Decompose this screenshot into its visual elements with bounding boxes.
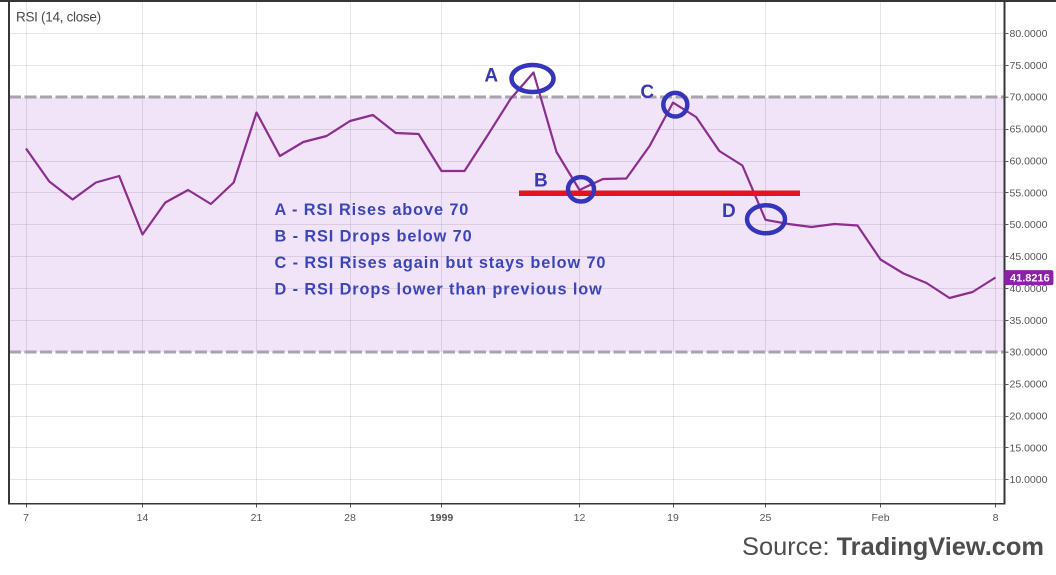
svg-text:40.0000: 40.0000 (1010, 283, 1048, 295)
svg-text:28: 28 (344, 512, 356, 524)
svg-text:70.0000: 70.0000 (1010, 92, 1048, 104)
svg-text:30.0000: 30.0000 (1010, 347, 1048, 359)
svg-text:12: 12 (574, 512, 586, 524)
svg-text:C - RSI Rises again but stays: C - RSI Rises again but stays below 70 (275, 254, 607, 272)
svg-text:14: 14 (137, 512, 149, 524)
svg-text:45.0000: 45.0000 (1010, 251, 1048, 263)
svg-text:B - RSI Drops below 70: B - RSI Drops below 70 (275, 228, 473, 246)
svg-text:8: 8 (993, 512, 999, 524)
svg-text:1999: 1999 (430, 512, 454, 524)
svg-text:RSI (14, close): RSI (14, close) (16, 10, 101, 25)
svg-text:55.0000: 55.0000 (1010, 187, 1048, 199)
svg-text:D: D (722, 201, 736, 222)
svg-text:80.0000: 80.0000 (1010, 28, 1048, 40)
svg-text:15.0000: 15.0000 (1010, 442, 1048, 454)
svg-text:Source: TradingView.com: Source: TradingView.com (742, 533, 1044, 561)
svg-text:60.0000: 60.0000 (1010, 156, 1048, 168)
svg-text:50.0000: 50.0000 (1010, 219, 1048, 231)
svg-text:D - RSI Drops lower than previ: D - RSI Drops lower than previous low (275, 280, 603, 298)
svg-text:C: C (640, 82, 654, 103)
svg-text:35.0000: 35.0000 (1010, 315, 1048, 327)
svg-text:20.0000: 20.0000 (1010, 411, 1048, 423)
svg-text:Feb: Feb (871, 512, 889, 524)
svg-text:10.0000: 10.0000 (1010, 474, 1048, 486)
svg-text:19: 19 (667, 512, 679, 524)
svg-text:7: 7 (23, 512, 29, 524)
svg-text:65.0000: 65.0000 (1010, 124, 1048, 136)
svg-text:A: A (484, 66, 498, 87)
svg-text:25: 25 (760, 512, 772, 524)
svg-text:21: 21 (251, 512, 263, 524)
svg-text:41.8216: 41.8216 (1010, 273, 1050, 285)
svg-text:B: B (534, 171, 548, 192)
svg-text:A - RSI Rises above 70: A - RSI Rises above 70 (275, 201, 470, 219)
svg-text:75.0000: 75.0000 (1010, 60, 1048, 72)
svg-text:25.0000: 25.0000 (1010, 379, 1048, 391)
